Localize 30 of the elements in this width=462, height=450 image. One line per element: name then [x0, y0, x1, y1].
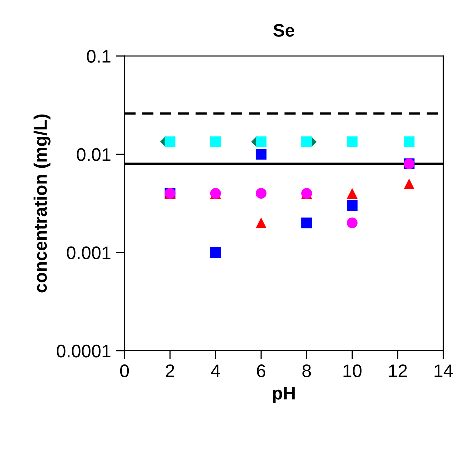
point — [347, 188, 358, 199]
y-axis-title: concentration (mg/L) — [34, 114, 51, 293]
x-tick-label: 0 — [120, 364, 130, 378]
y-tick-label: 0.001 — [67, 246, 111, 260]
point — [302, 136, 312, 148]
point — [256, 149, 267, 160]
point — [404, 178, 415, 190]
y-tick-label: 0.0001 — [57, 344, 111, 358]
x-axis-title: pH — [273, 387, 295, 404]
y-tick-label: 0.1 — [87, 50, 111, 63]
point — [347, 200, 358, 212]
point — [164, 136, 176, 148]
point — [210, 136, 222, 148]
x-tick-label: 14 — [434, 364, 454, 378]
x-tick-label: 8 — [302, 364, 312, 378]
point — [347, 218, 358, 229]
x-tick-label: 10 — [344, 364, 362, 378]
point — [256, 188, 267, 199]
point — [347, 136, 358, 148]
point — [404, 136, 415, 148]
chart-title: Se — [274, 24, 295, 37]
point — [256, 136, 267, 148]
point — [256, 218, 267, 229]
x-tick-label: 4 — [211, 364, 220, 378]
y-tick-label: 0.01 — [77, 148, 111, 162]
x-tick-label: 2 — [166, 364, 174, 378]
x-tick-label: 6 — [257, 364, 266, 378]
point — [302, 218, 312, 229]
point — [210, 247, 222, 258]
x-tick-label: 12 — [389, 364, 408, 378]
